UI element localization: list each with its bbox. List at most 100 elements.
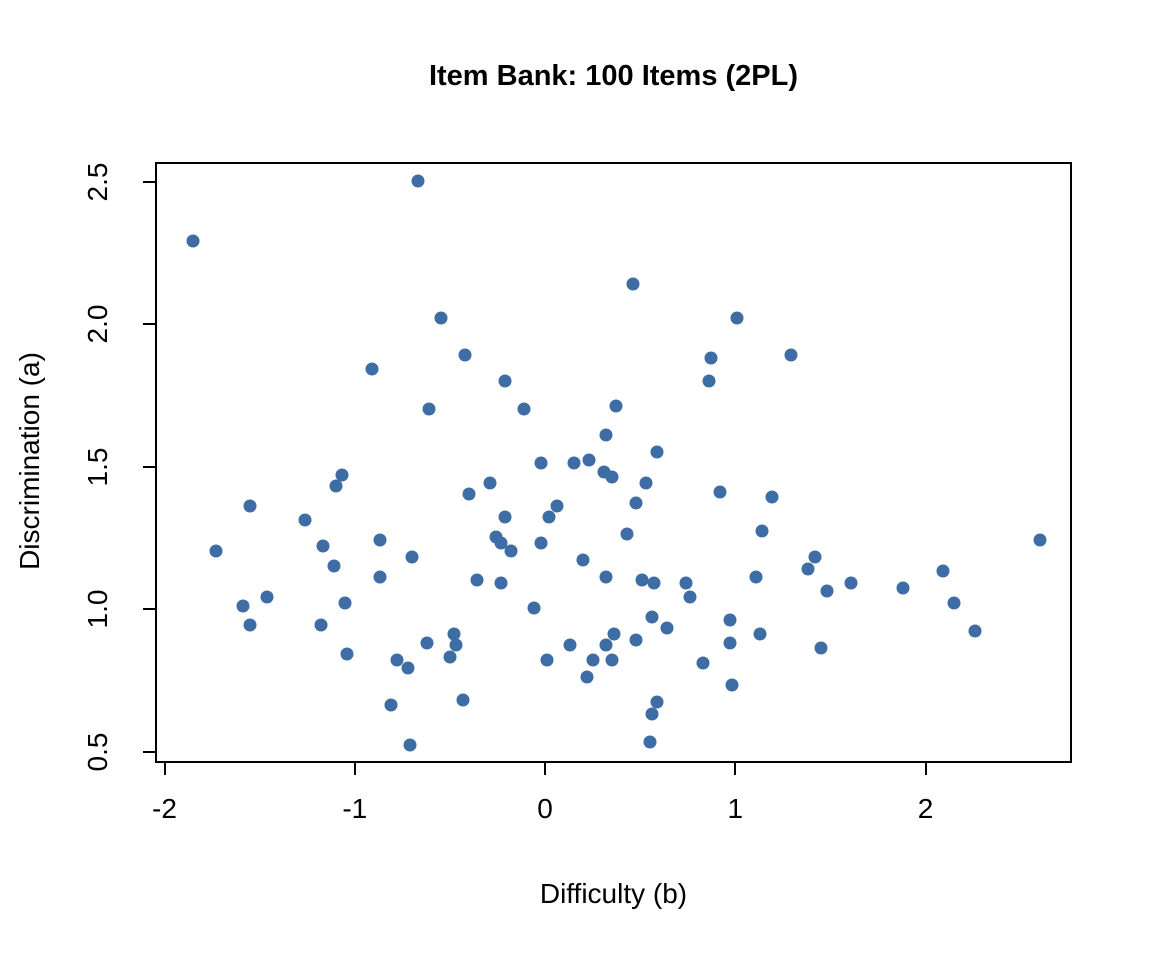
data-point [335,468,348,481]
y-tick-mark [143,750,155,753]
data-point [243,618,257,632]
y-tick-label-text: 0.5 [82,732,113,772]
data-point [643,735,657,749]
data-point [384,698,398,712]
x-tick-label: 1 [727,793,744,824]
y-tick-mark [143,323,155,326]
data-point [338,596,352,610]
data-point [609,399,622,413]
data-point [340,647,354,661]
data-point [599,570,613,584]
data-point [725,678,739,692]
data-point [730,311,744,325]
data-point [645,707,659,721]
data-point [411,174,425,188]
data-point [405,550,419,564]
data-point [605,470,619,484]
x-tick-mark [734,763,737,775]
data-point [567,456,581,470]
data-point [620,527,634,541]
data-point [629,496,643,510]
x-tick-label: 0 [537,793,553,824]
data-point [599,638,613,652]
x-tick-mark [353,763,356,775]
data-point [327,559,341,573]
data-point [704,351,718,365]
data-point [498,510,512,524]
data-point [517,402,531,416]
data-point [563,638,577,652]
data-point [582,453,596,467]
data-point [660,621,674,635]
data-point [645,610,659,624]
data-point [209,544,223,558]
data-point [820,584,834,598]
plot-area [155,162,1072,763]
data-point [599,428,613,442]
data-point [765,490,778,504]
data-point [540,653,554,667]
data-point [470,573,484,587]
y-tick-label-text: 2.5 [82,162,113,202]
x-tick-label: -2 [152,793,177,824]
data-point [814,641,828,655]
x-tick-label: 2 [917,793,934,824]
y-tick-label-text: 1.0 [82,589,113,629]
y-tick-mark [143,608,155,611]
data-point [236,599,250,612]
data-point [1033,533,1047,547]
y-axis-title-text: Discrimination (a) [14,352,45,570]
data-point [679,576,693,590]
data-point [420,636,434,649]
data-point [784,348,797,362]
data-point [373,570,387,584]
data-point [936,564,950,578]
data-point [702,374,716,387]
data-point [626,277,640,291]
data-point [635,573,649,587]
x-tick-mark [163,763,166,775]
data-point [586,653,600,667]
data-point [329,479,343,493]
data-point [696,656,710,669]
data-point [576,553,590,567]
data-point [365,362,379,376]
data-point [808,550,822,564]
data-point [458,348,472,362]
x-tick-mark [924,763,927,775]
data-point [580,670,594,684]
data-point [186,234,200,248]
data-point [494,576,508,590]
data-point [542,510,556,524]
data-point [639,476,653,490]
chart-title: Item Bank: 100 Items (2PL) [428,60,799,92]
y-tick-mark [143,180,155,183]
data-point [947,596,961,610]
data-point [443,650,457,664]
y-tick-label-text: 1.5 [82,447,113,487]
data-point [494,536,508,550]
data-point [607,627,621,641]
data-point [534,456,548,470]
data-point [550,499,563,513]
data-point [434,311,447,325]
data-point [243,499,257,513]
data-point [462,487,476,501]
data-point [390,653,404,667]
data-point [713,485,727,499]
data-point [527,601,541,615]
data-point [449,638,463,652]
data-point [373,533,387,547]
x-axis-title: Difficulty (b) [539,878,688,909]
y-tick-mark [143,465,155,468]
data-point [483,476,497,490]
data-point [403,738,417,752]
data-point [298,513,312,527]
data-point [753,627,767,641]
data-point [650,445,664,459]
data-point [534,536,548,550]
data-point [629,633,643,647]
data-point [749,570,763,584]
data-point [260,590,274,604]
